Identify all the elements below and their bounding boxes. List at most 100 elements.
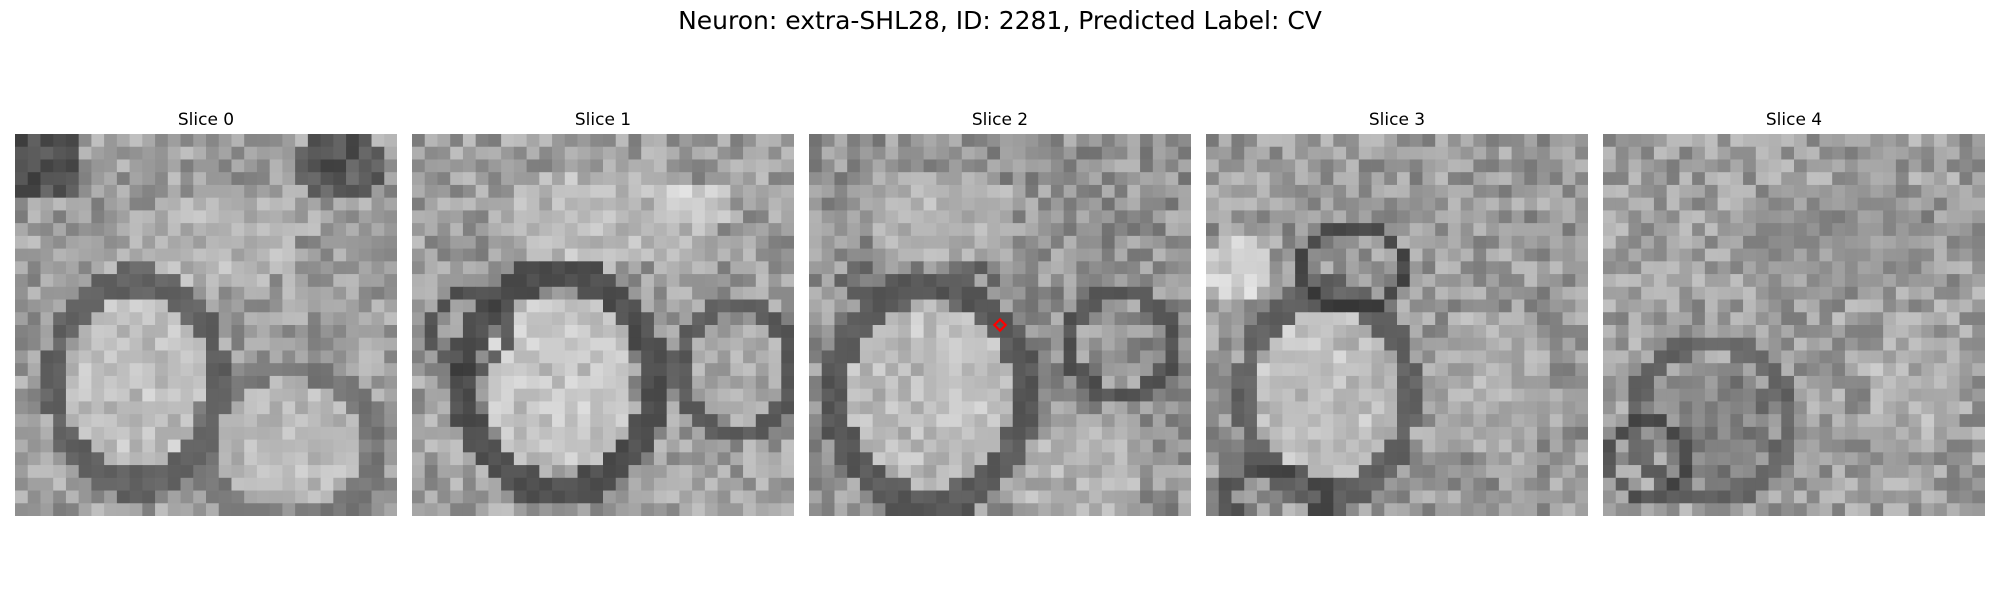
- slice-pixel: [1384, 134, 1398, 148]
- slice-pixel: [1282, 503, 1296, 516]
- slice-pixel: [1114, 146, 1128, 160]
- slice-pixel: [1870, 414, 1884, 428]
- slice-pixel: [1844, 299, 1859, 313]
- slice-pixel: [717, 172, 731, 186]
- slice-pixel: [1358, 197, 1372, 211]
- slice-pixel: [1256, 312, 1271, 326]
- slice-pixel: [1447, 426, 1462, 440]
- slice-pixel: [384, 350, 397, 364]
- slice-pixel: [450, 503, 464, 516]
- slice-pixel: [1615, 261, 1629, 275]
- slice-pixel: [142, 248, 156, 262]
- slice-pixel: [1307, 452, 1321, 466]
- slice-pixel: [1282, 401, 1296, 415]
- slice-pixel: [1460, 197, 1474, 211]
- slice-pixel: [1946, 274, 1960, 288]
- slice-pixel: [116, 490, 130, 504]
- slice-pixel: [371, 414, 385, 428]
- slice-pixel: [91, 159, 105, 173]
- slice-pixel: [295, 375, 309, 390]
- slice-pixel: [1524, 375, 1538, 390]
- slice-pixel: [641, 337, 655, 351]
- slice-pixel: [1256, 197, 1271, 211]
- slice-pixel: [1768, 503, 1782, 516]
- slice-pixel: [1730, 477, 1744, 491]
- slice-pixel: [1641, 248, 1655, 262]
- slice-pixel: [1152, 184, 1166, 199]
- slice-pixel: [603, 503, 617, 516]
- slice-pixel: [1972, 503, 1985, 516]
- slice-pixel: [603, 146, 617, 160]
- slice-pixel: [910, 235, 924, 249]
- slice-pixel: [91, 274, 105, 288]
- slice-pixel: [1000, 465, 1014, 479]
- slice-pixel: [1101, 490, 1115, 504]
- slice-pixel: [872, 452, 886, 466]
- slice-pixel: [809, 388, 823, 402]
- slice-pixel: [513, 286, 527, 300]
- slice-pixel: [730, 210, 744, 224]
- slice-pixel: [1692, 363, 1706, 377]
- slice-pixel: [295, 134, 309, 148]
- slice-pixel: [1755, 248, 1769, 262]
- slice-pixel: [1844, 503, 1859, 516]
- slice-pixel: [1422, 134, 1436, 148]
- slice-pixel: [501, 490, 515, 504]
- slice-pixel: [1460, 146, 1474, 160]
- slice-pixel: [206, 286, 220, 300]
- slice-pixel: [40, 146, 54, 160]
- slice-pixel: [910, 388, 924, 402]
- slice-pixel: [371, 503, 385, 516]
- slice-pixel: [462, 465, 477, 479]
- slice-pixel: [1178, 426, 1191, 440]
- slice-pixel: [1435, 134, 1449, 148]
- slice-pixel: [1653, 223, 1668, 237]
- slice-pixel: [1140, 286, 1154, 300]
- slice-pixel: [1603, 465, 1617, 479]
- slice-pixel: [282, 503, 296, 516]
- slice-pixel: [1282, 465, 1296, 479]
- slice-pixel: [384, 299, 397, 313]
- slice-pixel: [898, 223, 912, 237]
- slice-pixel: [1575, 414, 1588, 428]
- slice-pixel: [552, 286, 566, 300]
- slice-pixel: [1666, 452, 1680, 466]
- slice-pixel: [730, 363, 744, 377]
- slice-pixel: [1524, 312, 1538, 326]
- slice-pixel: [218, 172, 232, 186]
- slice-pixel: [193, 134, 207, 148]
- slice-pixel: [1628, 299, 1642, 313]
- slice-pixel: [1692, 439, 1706, 453]
- slice-pixel: [590, 312, 604, 326]
- slice-pixel: [1768, 375, 1782, 390]
- slice-pixel: [333, 363, 347, 377]
- slice-pixel: [615, 299, 629, 313]
- slice-pixel: [666, 465, 680, 479]
- slice-pixel: [1127, 350, 1141, 364]
- slice-pixel: [692, 325, 706, 339]
- slice-pixel: [167, 286, 181, 300]
- slice-pixel: [193, 210, 207, 224]
- slice-pixel: [1946, 490, 1960, 504]
- slice-pixel: [1295, 401, 1309, 415]
- slice-pixel: [1460, 490, 1474, 504]
- slice-pixel: [1025, 235, 1039, 249]
- slice-pixel: [256, 465, 271, 479]
- slice-pixel: [1549, 465, 1563, 479]
- slice-pixel: [987, 350, 1001, 364]
- slice-pixel: [231, 375, 245, 390]
- slice-pixel: [513, 223, 527, 237]
- slice-pixel: [1460, 503, 1474, 516]
- slice-pixel: [1679, 248, 1693, 262]
- slice-pixel: [872, 197, 886, 211]
- slice-pixel: [27, 350, 41, 364]
- slice-pixel: [1946, 439, 1960, 453]
- slice-pixel: [936, 248, 950, 262]
- slice-pixel: [256, 452, 271, 466]
- slice-pixel: [231, 452, 245, 466]
- slice-pixel: [1358, 503, 1372, 516]
- slice-pixel: [1755, 414, 1769, 428]
- slice-pixel: [653, 286, 668, 300]
- slice-pixel: [412, 375, 426, 390]
- slice-pixel: [1934, 325, 1948, 339]
